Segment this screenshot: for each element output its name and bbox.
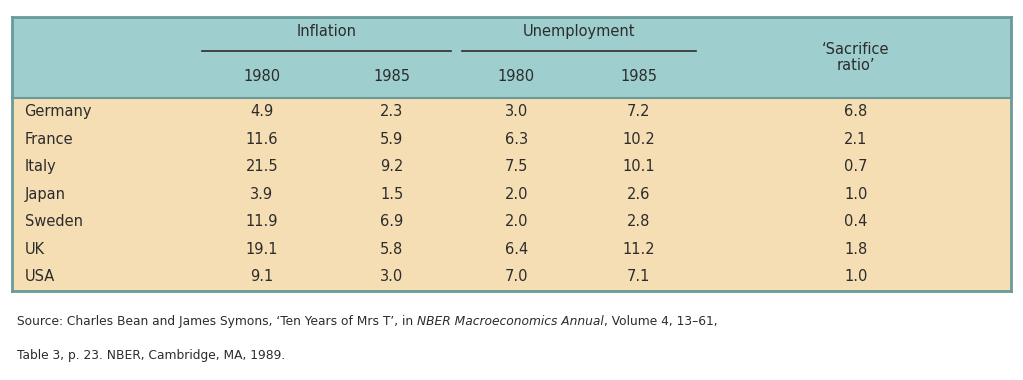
Text: 2.0: 2.0 bbox=[504, 214, 528, 229]
Text: NBER Macroeconomics Annual: NBER Macroeconomics Annual bbox=[417, 315, 605, 328]
Text: Table 3, p. 23. NBER, Cambridge, MA, 1989.: Table 3, p. 23. NBER, Cambridge, MA, 198… bbox=[17, 349, 285, 362]
Text: 1.5: 1.5 bbox=[381, 187, 403, 202]
Text: 5.9: 5.9 bbox=[381, 131, 403, 147]
Text: 11.2: 11.2 bbox=[622, 242, 655, 257]
Text: Germany: Germany bbox=[25, 104, 92, 119]
Text: 2.3: 2.3 bbox=[381, 104, 403, 119]
Text: France: France bbox=[25, 131, 74, 147]
Text: Italy: Italy bbox=[25, 159, 56, 174]
Text: 6.3: 6.3 bbox=[505, 131, 528, 147]
Text: 7.0: 7.0 bbox=[504, 269, 528, 284]
Text: 9.2: 9.2 bbox=[380, 159, 403, 174]
Text: 10.1: 10.1 bbox=[622, 159, 655, 174]
Text: 9.1: 9.1 bbox=[251, 269, 273, 284]
Text: Inflation: Inflation bbox=[297, 24, 357, 39]
Text: ‘Sacrifice: ‘Sacrifice bbox=[822, 42, 890, 57]
Text: Japan: Japan bbox=[25, 187, 65, 202]
Text: , Volume 4, 13–61,: , Volume 4, 13–61, bbox=[605, 315, 718, 328]
Text: 6.4: 6.4 bbox=[505, 242, 528, 257]
Text: 6.8: 6.8 bbox=[844, 104, 868, 119]
Text: 11.9: 11.9 bbox=[246, 214, 278, 229]
Text: 1.8: 1.8 bbox=[844, 242, 868, 257]
Text: 2.6: 2.6 bbox=[627, 187, 651, 202]
Text: USA: USA bbox=[25, 269, 55, 284]
Text: 10.2: 10.2 bbox=[622, 131, 655, 147]
Text: 7.5: 7.5 bbox=[504, 159, 528, 174]
Text: 4.9: 4.9 bbox=[251, 104, 273, 119]
Text: 2.0: 2.0 bbox=[504, 187, 528, 202]
Text: 7.2: 7.2 bbox=[627, 104, 651, 119]
Text: 19.1: 19.1 bbox=[246, 242, 278, 257]
Text: 3.0: 3.0 bbox=[505, 104, 528, 119]
Text: 2.1: 2.1 bbox=[844, 131, 868, 147]
Text: 21.5: 21.5 bbox=[246, 159, 278, 174]
Text: 1985: 1985 bbox=[620, 69, 658, 84]
Text: Source: Charles Bean and James Symons, ‘Ten Years of Mrs T’, in: Source: Charles Bean and James Symons, ‘… bbox=[17, 315, 417, 328]
Text: 7.1: 7.1 bbox=[627, 269, 651, 284]
Text: 1.0: 1.0 bbox=[844, 269, 868, 284]
Text: 3.9: 3.9 bbox=[251, 187, 273, 202]
Text: UK: UK bbox=[25, 242, 45, 257]
Text: Sweden: Sweden bbox=[25, 214, 83, 229]
Text: 3.0: 3.0 bbox=[381, 269, 403, 284]
Text: 2.8: 2.8 bbox=[627, 214, 651, 229]
Text: ratio’: ratio’ bbox=[837, 58, 876, 73]
Text: 0.4: 0.4 bbox=[844, 214, 868, 229]
Text: 5.8: 5.8 bbox=[381, 242, 403, 257]
Text: Unemployment: Unemployment bbox=[523, 24, 635, 39]
Text: 1985: 1985 bbox=[373, 69, 410, 84]
Text: 0.7: 0.7 bbox=[844, 159, 868, 174]
Text: 1980: 1980 bbox=[243, 69, 280, 84]
Text: 1980: 1980 bbox=[498, 69, 535, 84]
Text: 6.9: 6.9 bbox=[381, 214, 403, 229]
Text: 11.6: 11.6 bbox=[246, 131, 278, 147]
Text: 1.0: 1.0 bbox=[844, 187, 868, 202]
